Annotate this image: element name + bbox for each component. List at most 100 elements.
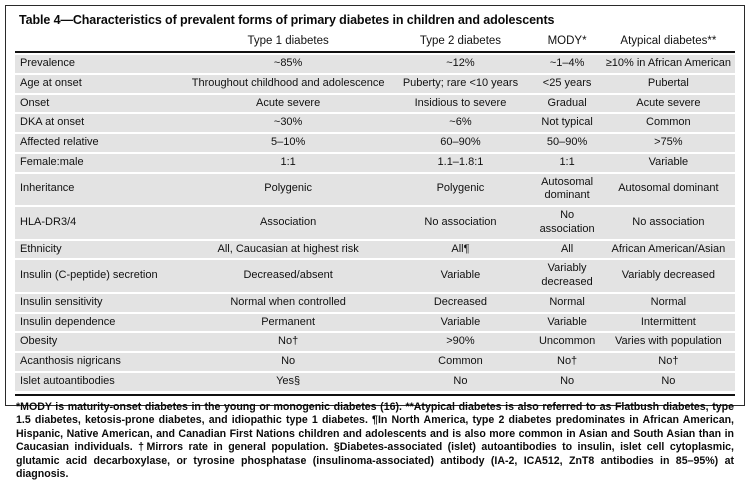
row-label: Insulin sensitivity	[15, 293, 188, 312]
table-cell: No†	[532, 353, 602, 371]
row-label: Inheritance	[15, 173, 188, 205]
table-cell: Common	[601, 114, 735, 132]
table-cell: Yes§	[187, 372, 389, 391]
table-cell: Polygenic	[187, 173, 389, 205]
table-cell: No association	[532, 207, 602, 239]
table-cell: Association	[187, 207, 389, 239]
table-cell: 60–90%	[388, 134, 533, 152]
table-row: Ethnicity All, Caucasian at highest risk A…	[15, 240, 735, 259]
table-row: Acanthosis nigricans No Common No† No†	[15, 353, 735, 371]
table-cell: ≥10% in African American	[601, 55, 735, 73]
table-cell: Variable	[388, 260, 533, 292]
table-cell: Variable	[601, 153, 735, 172]
table-cell: No	[532, 372, 602, 391]
table-cell: ~6%	[388, 114, 533, 132]
table-cell: >75%	[601, 134, 735, 152]
table-cell: Decreased/absent	[187, 260, 389, 292]
table-cell: Normal	[601, 293, 735, 312]
table-cell: Autosomal dominant	[532, 173, 602, 205]
table-cell: 1:1	[187, 153, 389, 172]
table-cell: Variable	[388, 313, 533, 332]
table-cell: No†	[187, 333, 389, 351]
table-row: Affected relative 5–10% 60–90% 50–90% >75%	[15, 134, 735, 152]
table-cell: Autosomal dominant	[601, 173, 735, 205]
table-cell: Normal	[532, 293, 602, 312]
table-row: Prevalence ~85% ~12% ~1–4% ≥10% in African A…	[15, 55, 735, 73]
row-label: HLA-DR3/4	[15, 207, 188, 239]
row-label: Acanthosis nigricans	[15, 353, 188, 371]
column-header-mody: MODY*	[532, 33, 602, 53]
table-row: Islet autoantibodies Yes§ No No No	[15, 372, 735, 391]
table-cell: Not typical	[532, 114, 602, 132]
row-label: Ethnicity	[15, 240, 188, 259]
table-cell: Intermittent	[601, 313, 735, 332]
column-header-type2: Type 2 diabetes	[388, 33, 533, 53]
table-row: Female:male 1:1 1.1–1.8:1 1:1 Variable	[15, 153, 735, 172]
table-cell: ~12%	[388, 55, 533, 73]
table-cell: No	[388, 372, 533, 391]
diabetes-characteristics-table: Type 1 diabetes Type 2 diabetes MODY* At…	[15, 31, 735, 393]
table-cell: Insidious to severe	[388, 94, 533, 113]
row-label: Islet autoantibodies	[15, 372, 188, 391]
header-row: Type 1 diabetes Type 2 diabetes MODY* At…	[15, 33, 735, 53]
table-cell: Variably decreased	[532, 260, 602, 292]
table-row: Age at onset Throughout childhood and ado…	[15, 74, 735, 93]
table-cell: No	[187, 353, 389, 371]
table-cell: All¶	[388, 240, 533, 259]
table-cell: 5–10%	[187, 134, 389, 152]
table-cell: Polygenic	[388, 173, 533, 205]
table-cell: Decreased	[388, 293, 533, 312]
table-cell: Variably decreased	[601, 260, 735, 292]
table-cell: Normal when controlled	[187, 293, 389, 312]
table-row: Onset Acute severe Insidious to severe Grad…	[15, 94, 735, 113]
table-cell: Common	[388, 353, 533, 371]
column-header-atypical: Atypical diabetes**	[601, 33, 735, 53]
row-label: Age at onset	[15, 74, 188, 93]
table-cell: Puberty; rare <10 years	[388, 74, 533, 93]
table-cell: All, Caucasian at highest risk	[187, 240, 389, 259]
table-row: HLA-DR3/4 Association No association No ass…	[15, 207, 735, 239]
table-cell: Uncommon	[532, 333, 602, 351]
table-cell: No†	[601, 353, 735, 371]
table-title: Table 4—Characteristics of prevalent for…	[19, 13, 555, 27]
table-cell: No	[601, 372, 735, 391]
table-row: Obesity No† >90% Uncommon Varies with popula…	[15, 333, 735, 351]
table-cell: No association	[388, 207, 533, 239]
table-body: Prevalence ~85% ~12% ~1–4% ≥10% in African A…	[15, 55, 735, 391]
table-row: Insulin dependence Permanent Variable Varia…	[15, 313, 735, 332]
table-cell: Acute severe	[601, 94, 735, 113]
table-cell: No association	[601, 207, 735, 239]
table-cell: <25 years	[532, 74, 602, 93]
table-cell: ~30%	[187, 114, 389, 132]
table-cell: Throughout childhood and adolescence	[187, 74, 389, 93]
table-cell: ~85%	[187, 55, 389, 73]
table-row: Insulin (C-peptide) secretion Decreased/a…	[15, 260, 735, 292]
table-cell: Variable	[532, 313, 602, 332]
table-cell: Permanent	[187, 313, 389, 332]
row-label: Obesity	[15, 333, 188, 351]
table-cell: All	[532, 240, 602, 259]
table-cell: Acute severe	[187, 94, 389, 113]
table-row: Insulin sensitivity Normal when controlle…	[15, 293, 735, 312]
table-cell: 1.1–1.8:1	[388, 153, 533, 172]
table-cell: Pubertal	[601, 74, 735, 93]
column-header-type1: Type 1 diabetes	[187, 33, 389, 53]
row-label: Insulin dependence	[15, 313, 188, 332]
row-label: Affected relative	[15, 134, 188, 152]
table-cell: Gradual	[532, 94, 602, 113]
table-cell: >90%	[388, 333, 533, 351]
row-label: DKA at onset	[15, 114, 188, 132]
table-row: Inheritance Polygenic Polygenic Autosomal d…	[15, 173, 735, 205]
table-cell: Varies with population	[601, 333, 735, 351]
table-cell: 50–90%	[532, 134, 602, 152]
column-header-rowlabels	[15, 33, 188, 53]
row-label: Onset	[15, 94, 188, 113]
table-cell: African American/Asian	[601, 240, 735, 259]
row-label: Insulin (C-peptide) secretion	[15, 260, 188, 292]
row-label: Female:male	[15, 153, 188, 172]
footnote: *MODY is maturity-onset diabetes in the …	[15, 393, 735, 482]
table-cell: ~1–4%	[532, 55, 602, 73]
table-frame: Table 4—Characteristics of prevalent for…	[5, 5, 745, 480]
table-cell: 1:1	[532, 153, 602, 172]
row-label: Prevalence	[15, 55, 188, 73]
